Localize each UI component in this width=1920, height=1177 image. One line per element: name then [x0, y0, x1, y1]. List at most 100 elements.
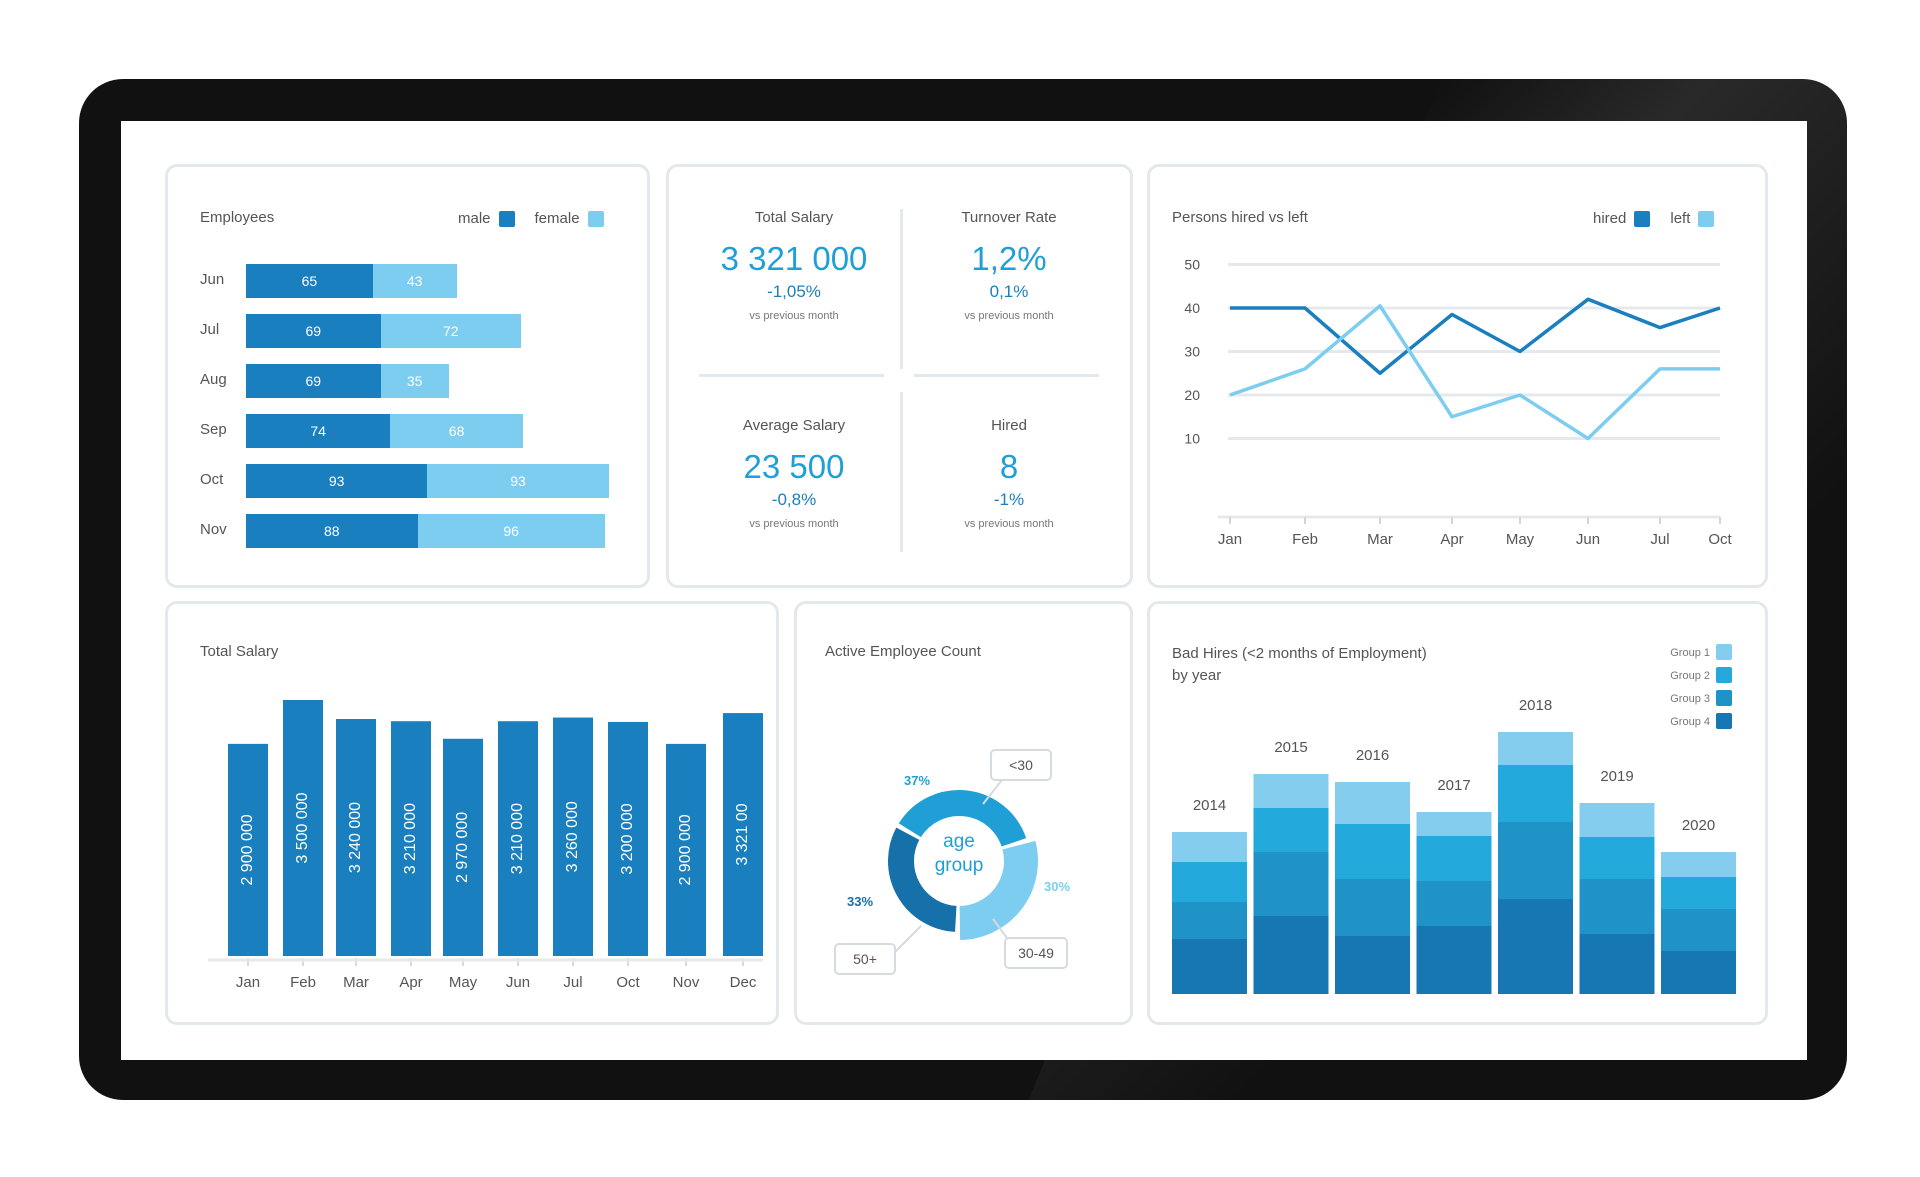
x-tick-label: Nov — [673, 974, 700, 991]
legend-hired-label: hired — [1593, 210, 1627, 227]
y-tick-label: 10 — [1184, 431, 1200, 447]
stack-segment — [1253, 916, 1329, 994]
hired-vs-left-line-chart: 50 40 30 20 10 Jan Feb Mar Apr May Jun Jul Oct — [1184, 257, 1732, 549]
x-tick-label: Jan — [236, 974, 260, 991]
slice-percent-label: 30% — [1044, 879, 1070, 894]
kpi-change: -0,8% — [771, 490, 817, 509]
total-salary-card: Total Salary 2 900 000 Jan 3 500 000 Feb 3 2… — [165, 601, 779, 1025]
salary-bar — [391, 721, 431, 956]
salary-bar — [666, 743, 706, 956]
stack-segment — [1335, 879, 1410, 936]
legend-female-swatch — [587, 210, 604, 227]
employee-bar: 93 93 — [246, 464, 609, 498]
callout-label: <30 — [1009, 757, 1033, 773]
x-tick-label: Jul — [1650, 531, 1669, 548]
row-label: Aug — [200, 371, 227, 388]
dashboard-screen: Employees male female Jun 65 43 Jul 69 72 Aug 6… — [121, 121, 1807, 1060]
x-tick-label: Apr — [1440, 531, 1463, 548]
kpi-value: 23 500 — [743, 448, 845, 485]
total-salary-bar-chart: 2 900 000 Jan 3 500 000 Feb 3 240 000 Mar 3 21… — [208, 700, 763, 991]
kpi-average-salary: Average Salary 23 500 -0,8% vs previous … — [699, 417, 889, 530]
salary-bar-label: 3 240 000 — [347, 802, 364, 873]
kpi-divider-horizontal-right — [914, 374, 1099, 377]
employees-legend: male female — [458, 210, 604, 227]
stack-segment — [1498, 732, 1573, 765]
male-segment: 65 — [246, 264, 373, 298]
stack-segment — [1253, 774, 1329, 808]
male-segment: 74 — [246, 414, 391, 448]
year-label: 2018 — [1519, 697, 1552, 714]
hired-vs-left-card: Persons hired vs left hired left 50 40 30 2… — [1147, 164, 1768, 588]
salary-bar-label: 3 260 000 — [564, 801, 581, 872]
stack-segment — [1416, 812, 1492, 836]
year-label: 2020 — [1682, 817, 1715, 834]
y-tick-label: 40 — [1184, 300, 1200, 316]
legend-label: Group 2 — [1670, 670, 1710, 682]
female-segment: 93 — [427, 464, 609, 498]
stack-segment — [1172, 902, 1247, 939]
employee-bar: 88 96 — [246, 514, 605, 548]
salary-bar-label: 3 321 00 — [734, 803, 751, 865]
stack-segment — [1661, 951, 1736, 994]
kpi-subtext: vs previous month — [749, 310, 839, 322]
x-tick-label: Mar — [1367, 531, 1393, 548]
female-segment: 68 — [390, 414, 523, 448]
salary-bar — [608, 721, 648, 956]
salary-bar — [498, 721, 538, 956]
donut-center-line2: group — [935, 855, 984, 876]
x-tick-label: Oct — [616, 974, 640, 991]
kpi-title: Hired — [991, 417, 1027, 434]
legend-left-swatch — [1698, 210, 1715, 227]
kpi-total-salary: Total Salary 3 321 000 -1,05% vs previou… — [699, 209, 889, 322]
legend-label: Group 4 — [1670, 716, 1710, 728]
employee-bar: 69 35 — [246, 364, 449, 398]
slice-percent-label: 33% — [847, 894, 873, 909]
donut-slice — [898, 790, 1027, 848]
total-salary-chart-title: Total Salary — [200, 643, 279, 660]
x-tick-label: Oct — [1708, 531, 1732, 548]
y-tick-label: 20 — [1184, 387, 1200, 403]
row-label: Jun — [200, 271, 225, 288]
salary-bar — [336, 719, 376, 956]
employees-card: Employees male female Jun 65 43 Jul 69 72 Aug 6… — [165, 164, 650, 588]
row-label: Oct — [200, 471, 224, 488]
stack-segment — [1335, 824, 1410, 879]
year-label: 2015 — [1274, 739, 1307, 756]
stack-segment — [1416, 926, 1492, 994]
y-tick-label: 50 — [1184, 257, 1200, 273]
female-segment: 43 — [372, 264, 457, 298]
stack-segment — [1416, 881, 1492, 926]
female-segment: 35 — [380, 364, 449, 398]
donut-center-line1: age — [943, 831, 975, 852]
kpi-title: Average Salary — [742, 417, 846, 434]
kpi-value: 3 321 000 — [720, 240, 868, 277]
stack-segment — [1498, 765, 1573, 822]
series-line-hired — [1230, 297, 1721, 375]
callout-leader — [992, 918, 1008, 939]
year-label: 2017 — [1437, 777, 1470, 794]
stack-segment — [1335, 782, 1410, 824]
y-tick-label: 30 — [1184, 344, 1200, 360]
year-label: 2014 — [1193, 797, 1226, 814]
kpi-change: -1,05% — [767, 282, 821, 301]
callout-label: 30-49 — [1018, 945, 1054, 961]
series-line-left — [1229, 304, 1720, 441]
kpi-subtext: vs previous month — [749, 518, 839, 530]
donut-slice — [888, 827, 958, 932]
legend-male-label: male — [458, 210, 491, 227]
legend-swatch — [1716, 667, 1732, 683]
hired-vs-left-title: Persons hired vs left — [1172, 209, 1308, 226]
kpi-title: Total Salary — [754, 209, 834, 226]
kpi-divider-vertical-top — [900, 209, 903, 369]
legend-left-label: left — [1670, 210, 1691, 227]
stack-segment — [1253, 852, 1329, 916]
kpi-divider-horizontal-left — [699, 374, 884, 377]
salary-bar-label: 2 900 000 — [239, 814, 256, 885]
x-tick-label: Apr — [399, 974, 422, 991]
kpi-turnover-rate: Turnover Rate 1,2% 0,1% vs previous mont… — [914, 209, 1104, 322]
employee-bar: 65 43 — [246, 264, 457, 298]
x-tick-label: Jun — [1576, 531, 1600, 548]
callout-label: 50+ — [853, 951, 877, 967]
employees-title: Employees — [200, 209, 275, 226]
salary-bar — [443, 738, 483, 956]
